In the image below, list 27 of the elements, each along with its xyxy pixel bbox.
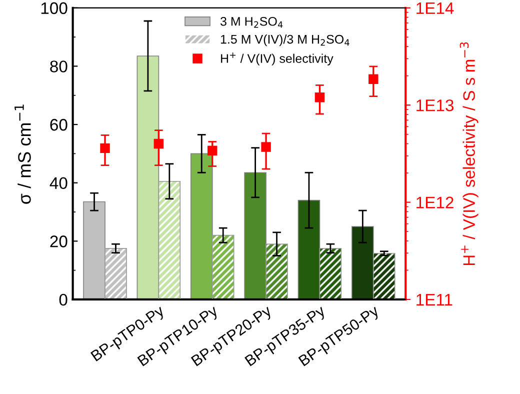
point xyxy=(261,142,271,152)
bar xyxy=(352,226,374,300)
y-tick-label: 100 xyxy=(41,2,68,14)
y-tick-label: 80 xyxy=(50,60,68,72)
y-tick-label: 60 xyxy=(50,118,68,131)
bar xyxy=(190,153,213,300)
legend-label: 1.5 M V(IV)/3 M H$_{2}$SO$_{4}$ xyxy=(220,34,350,46)
point xyxy=(100,143,110,154)
point xyxy=(368,74,378,84)
y2-axis-title: H$^{+}$ / V(IV) selectivity / S s m$^{−3}$ xyxy=(460,42,478,266)
bar xyxy=(136,56,160,300)
point xyxy=(314,92,325,102)
point xyxy=(208,146,218,156)
y2-tick-label: 1E13 xyxy=(416,99,454,112)
legend-label: H$^{+}$ / V(IV) selectivity xyxy=(221,52,334,66)
y2-tick-label: 1E11 xyxy=(416,294,452,306)
y-tick-label: 20 xyxy=(50,236,68,248)
bar xyxy=(298,200,320,300)
y-tick-label: 0 xyxy=(59,294,68,306)
bar xyxy=(83,201,106,300)
point xyxy=(154,138,164,149)
y-axis-title: σ / mS cm$^{−1}$ xyxy=(14,104,31,204)
y2-tick-label: 1E12 xyxy=(416,196,454,208)
bar xyxy=(244,172,266,300)
y-tick-label: 40 xyxy=(50,177,68,190)
legend-label: 3 M H$_{2}$SO$_{4}$ xyxy=(220,16,283,28)
y2-tick-label: 1E14 xyxy=(416,2,454,14)
